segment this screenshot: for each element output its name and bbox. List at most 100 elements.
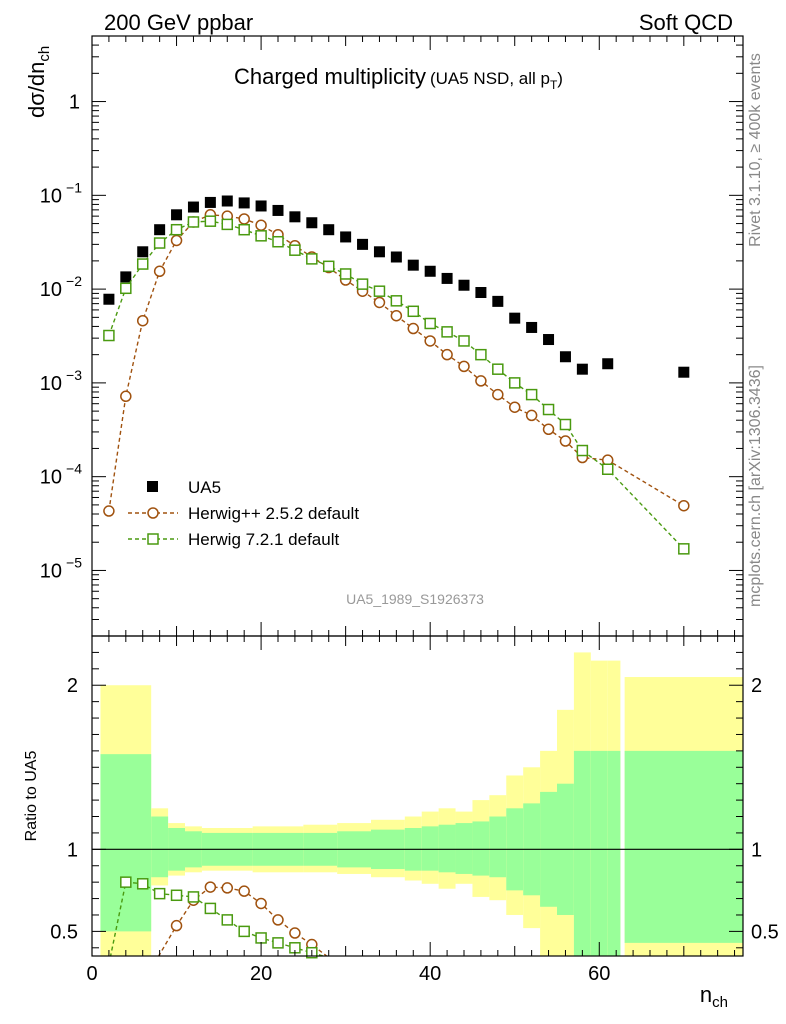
data-point	[407, 259, 419, 271]
y-tick-exponent: −4	[66, 461, 82, 477]
data-point	[289, 244, 301, 256]
data-point	[103, 329, 115, 342]
band-inner-1	[151, 816, 169, 878]
ratio-point	[153, 887, 166, 900]
ratio-uncertainty-bands	[100, 652, 743, 956]
y-tick-label: 1	[69, 92, 80, 114]
ratio-frame-border	[91, 635, 744, 957]
data-point	[559, 435, 572, 447]
x-tick-label: 0	[86, 963, 97, 985]
chart-title: Charged multiplicity (UA5 NSD, all pT)	[234, 64, 563, 92]
data-point	[576, 444, 589, 457]
x-axis-label-subscript: ch	[712, 994, 728, 1011]
data-point	[204, 215, 217, 227]
data-point	[357, 238, 369, 250]
ratio-point	[272, 937, 284, 949]
band-inner-11	[438, 824, 456, 873]
data-point	[221, 195, 233, 207]
data-point	[120, 390, 132, 403]
y-axis-label: dσ/dnch	[24, 46, 53, 118]
series-1	[103, 209, 690, 517]
header-energy: 200 GeV ppbar	[104, 10, 253, 35]
band-inner-21	[607, 750, 621, 956]
data-point	[492, 388, 504, 401]
data-point	[390, 309, 403, 322]
series-2	[103, 215, 690, 555]
y-axis-label-subscript: ch	[36, 46, 53, 62]
x-tick-label: 20	[250, 963, 272, 985]
data-point	[272, 235, 284, 248]
ratio-series-1	[109, 876, 326, 959]
ratio-point	[204, 902, 217, 915]
side-label-rivet: Rivet 3.1.10, ≥ 400k events	[747, 53, 764, 247]
data-point	[475, 287, 487, 299]
data-point	[509, 312, 521, 324]
data-point	[492, 363, 504, 375]
band-inner-12	[455, 823, 473, 874]
y-tick-exponent: −1	[66, 179, 82, 195]
data-point	[153, 237, 166, 249]
ratio-point	[187, 891, 200, 903]
data-point	[441, 272, 453, 284]
data-point	[678, 499, 690, 512]
data-point	[170, 223, 183, 236]
y-tick-label: 10	[40, 373, 62, 395]
data-point	[306, 253, 318, 265]
ratio-point	[136, 878, 149, 890]
y-tick-exponent: −2	[66, 273, 82, 289]
ratio-point	[170, 889, 183, 902]
data-point	[475, 375, 487, 387]
data-point	[340, 231, 352, 243]
data-point	[255, 219, 267, 231]
header-category: Soft QCD	[639, 10, 733, 35]
legend: UA5 Herwig++ 2.5.2 default Herwig 7.2.1 de…	[128, 478, 359, 549]
data-point	[407, 322, 420, 335]
data-point	[458, 360, 470, 373]
analysis-watermark: UA5_1989_S1926373	[346, 591, 484, 607]
data-point	[542, 423, 555, 436]
ratio-point	[238, 925, 250, 938]
ratio-plot-area: 0.5 0.5 1 1 2 2 Ratio to UA5	[23, 635, 779, 959]
ratio-point	[289, 927, 301, 939]
y-tick-label: 10	[40, 185, 62, 207]
legend-entry-0: UA5	[147, 478, 221, 497]
data-point	[339, 268, 352, 280]
legend-marker	[147, 481, 158, 492]
band-inner-10	[421, 826, 439, 871]
data-point	[678, 366, 690, 378]
data-point	[136, 314, 149, 327]
ratio-point	[221, 914, 234, 926]
data-point	[458, 335, 470, 347]
data-point	[221, 218, 234, 231]
band-inner-19	[573, 750, 591, 956]
data-point	[475, 348, 487, 361]
data-point	[136, 258, 149, 270]
data-point	[204, 196, 216, 208]
ratio-point	[170, 919, 183, 932]
band-inner-0	[100, 754, 152, 932]
series-line	[108, 220, 685, 550]
data-point	[373, 296, 386, 309]
ratio-y-tick-label-right: 0.5	[751, 921, 779, 943]
legend-marker	[147, 507, 159, 519]
data-point	[289, 211, 301, 223]
chart-title-main: Charged multiplicity (UA5 NSD, all pT)	[234, 64, 563, 92]
band-inner-20	[590, 750, 608, 956]
ratio-point	[255, 932, 267, 944]
data-point	[424, 265, 436, 277]
data-point	[390, 251, 402, 263]
data-point	[601, 463, 614, 475]
data-point	[559, 351, 571, 363]
ratio-y-tick-label: 0.5	[50, 921, 78, 943]
x-tick-label: 60	[588, 963, 610, 985]
data-point	[492, 295, 504, 307]
data-point	[103, 505, 115, 517]
x-axis-label: nch	[700, 982, 728, 1011]
data-point	[542, 403, 555, 416]
data-point	[306, 217, 318, 229]
data-point	[441, 326, 453, 338]
y-tick-exponent: −5	[66, 554, 82, 570]
ratio-y-axis-label: Ratio to UA5	[23, 751, 40, 842]
ratio-point	[272, 914, 284, 926]
data-point	[154, 224, 166, 236]
